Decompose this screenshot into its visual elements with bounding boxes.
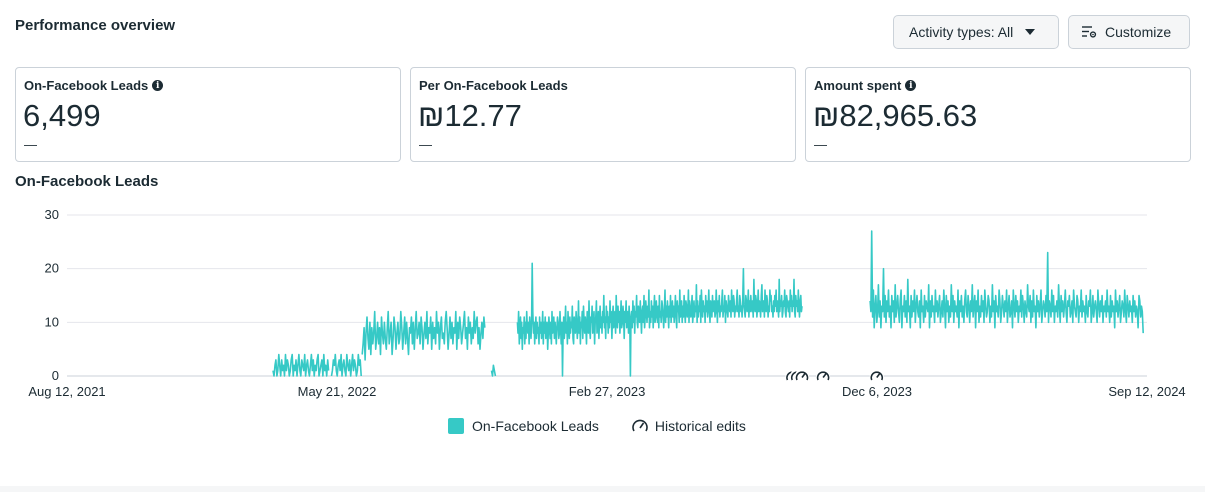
- y-tick-label: 10: [45, 314, 59, 329]
- customize-label: Customize: [1105, 24, 1172, 40]
- series-line: [869, 230, 1144, 334]
- metric-label: On-Facebook Leads i: [24, 78, 164, 93]
- x-tick-label: Dec 6, 2023: [842, 384, 912, 399]
- x-tick-label: Feb 27, 2023: [569, 384, 646, 399]
- metric-value: ₪12.77: [418, 98, 522, 133]
- x-tick-label: Aug 12, 2021: [28, 384, 105, 399]
- metric-label-text: On-Facebook Leads: [24, 78, 149, 93]
- historical-edit-marker[interactable]: [795, 369, 810, 383]
- metric-value: 6,499: [23, 98, 101, 133]
- historical-edit-marker[interactable]: [816, 369, 831, 383]
- series-line: [272, 353, 330, 377]
- chart-legend: On-Facebook Leads Historical edits: [448, 418, 746, 434]
- metric-card-cost-per-lead[interactable]: Per On-Facebook Leads ₪12.77 —: [410, 67, 796, 162]
- sliders-gear-icon: [1082, 26, 1097, 38]
- legend-edits-label: Historical edits: [654, 418, 746, 434]
- series-line: [330, 353, 362, 377]
- y-tick-label: 0: [52, 368, 59, 383]
- info-icon[interactable]: i: [152, 80, 164, 91]
- metric-delta: —: [24, 137, 37, 152]
- metric-label-text: Per On-Facebook Leads: [419, 78, 568, 93]
- page-bottom-divider: [0, 486, 1205, 492]
- legend-series-label[interactable]: On-Facebook Leads: [472, 418, 599, 434]
- x-tick-label: May 21, 2022: [298, 384, 377, 399]
- activity-types-label: Activity types: All: [909, 24, 1014, 40]
- caret-down-icon: [1025, 29, 1036, 35]
- historical-edit-icon: [632, 419, 648, 432]
- metric-label: Per On-Facebook Leads: [419, 78, 568, 93]
- info-icon[interactable]: i: [905, 80, 917, 91]
- series-line: [490, 364, 497, 377]
- legend-swatch[interactable]: [448, 418, 464, 434]
- metric-value: ₪82,965.63: [813, 98, 978, 133]
- activity-types-dropdown[interactable]: Activity types: All: [893, 15, 1059, 49]
- legend-historical-edits[interactable]: Historical edits: [631, 418, 746, 434]
- metric-card-leads[interactable]: On-Facebook Leads i 6,499 —: [15, 67, 401, 162]
- y-tick-label: 30: [45, 207, 59, 222]
- y-tick-label: 20: [45, 261, 59, 276]
- x-tick-label: Sep 12, 2024: [1108, 384, 1185, 399]
- leads-line-chart[interactable]: 0 10 20 30 Aug 12, 2021 May 21, 2022 Feb 27, 2…: [0, 195, 1205, 410]
- metric-delta: —: [814, 137, 827, 152]
- chart-title: On-Facebook Leads: [15, 173, 159, 190]
- metric-label-text: Amount spent: [814, 78, 902, 93]
- metric-card-amount-spent[interactable]: Amount spent i ₪82,965.63 —: [805, 67, 1191, 162]
- series-line: [516, 262, 803, 377]
- page-title: Performance overview: [15, 17, 176, 34]
- metric-label: Amount spent i: [814, 78, 917, 93]
- metric-delta: —: [419, 137, 432, 152]
- customize-button[interactable]: Customize: [1068, 15, 1190, 49]
- series-line: [361, 310, 486, 361]
- historical-edit-marker[interactable]: [869, 369, 884, 383]
